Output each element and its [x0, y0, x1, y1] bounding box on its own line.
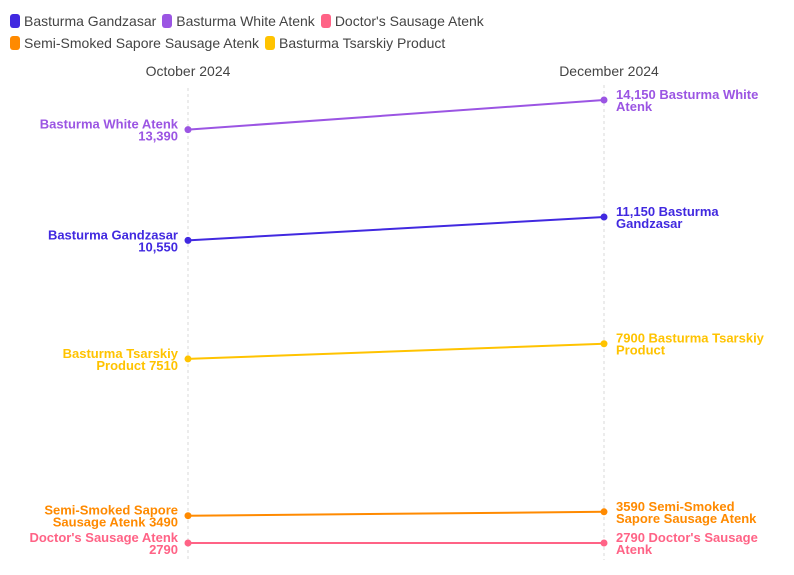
- legend-item[interactable]: Basturma White Atenk: [162, 11, 315, 31]
- legend-label: Basturma Gandzasar: [24, 13, 157, 29]
- legend-item[interactable]: Semi-Smoked Sapore Sausage Atenk: [10, 33, 259, 53]
- right-data-label: 7900 Basturma Tsarskiy: [616, 331, 765, 346]
- data-point[interactable]: [600, 508, 608, 516]
- data-point[interactable]: [600, 96, 608, 104]
- left-data-label: Basturma Tsarskiy: [63, 346, 179, 361]
- legend-swatch: [10, 14, 20, 28]
- legend-swatch: [10, 36, 20, 50]
- right-data-label: 11,150 Basturma: [616, 204, 719, 219]
- left-data-label: 10,550: [138, 239, 178, 254]
- legend-label: Basturma White Atenk: [176, 13, 315, 29]
- series-line: [187, 342, 605, 360]
- data-point[interactable]: [184, 236, 192, 244]
- left-data-label: Doctor's Sausage Atenk: [29, 530, 178, 545]
- series-line: [187, 510, 605, 517]
- period-label-right: December 2024: [559, 63, 659, 79]
- right-data-label: Atenk: [616, 99, 653, 114]
- left-data-label: 13,390: [138, 129, 178, 144]
- data-point[interactable]: [600, 340, 608, 348]
- left-data-label: 2790: [149, 542, 178, 557]
- right-data-label: 3590 Semi-Smoked: [616, 499, 735, 514]
- data-point[interactable]: [184, 126, 192, 134]
- left-data-label: Sausage Atenk 3490: [53, 515, 178, 530]
- right-data-label: Sapore Sausage Atenk: [616, 511, 757, 526]
- left-data-label: Semi-Smoked Sapore: [44, 503, 178, 518]
- legend-item[interactable]: Doctor's Sausage Atenk: [320, 11, 484, 31]
- left-data-label: Basturma Gandzasar: [48, 227, 178, 242]
- legend-swatch: [265, 36, 276, 50]
- right-data-label: 14,150 Basturma White: [616, 87, 758, 102]
- legend-label: Doctor's Sausage Atenk: [334, 13, 484, 29]
- right-data-label: Gandzasar: [616, 216, 682, 231]
- chart-legend: Basturma Gandzasar Basturma White Atenk Do…: [10, 11, 550, 55]
- legend-label: Semi-Smoked Sapore Sausage Atenk: [24, 35, 260, 51]
- legend-item[interactable]: Basturma Tsarskiy Product: [265, 33, 445, 53]
- data-point[interactable]: [600, 213, 608, 221]
- right-data-label: Product: [616, 343, 666, 358]
- left-data-label: Basturma White Atenk: [40, 117, 179, 132]
- period-label-left: October 2024: [146, 63, 231, 79]
- left-data-label: Product 7510: [96, 358, 178, 373]
- legend-item[interactable]: Basturma Gandzasar: [10, 11, 156, 31]
- data-point[interactable]: [184, 355, 192, 363]
- legend-swatch: [320, 14, 331, 28]
- data-point[interactable]: [184, 539, 192, 547]
- data-point[interactable]: [184, 512, 192, 520]
- series-line: [187, 99, 605, 131]
- right-data-label: Atenk: [616, 542, 653, 557]
- legend-swatch: [162, 14, 173, 28]
- series-line: [187, 215, 605, 242]
- legend-label: Basturma Tsarskiy Product: [279, 35, 446, 51]
- data-point[interactable]: [600, 539, 608, 547]
- right-data-label: 2790 Doctor's Sausage: [616, 530, 758, 545]
